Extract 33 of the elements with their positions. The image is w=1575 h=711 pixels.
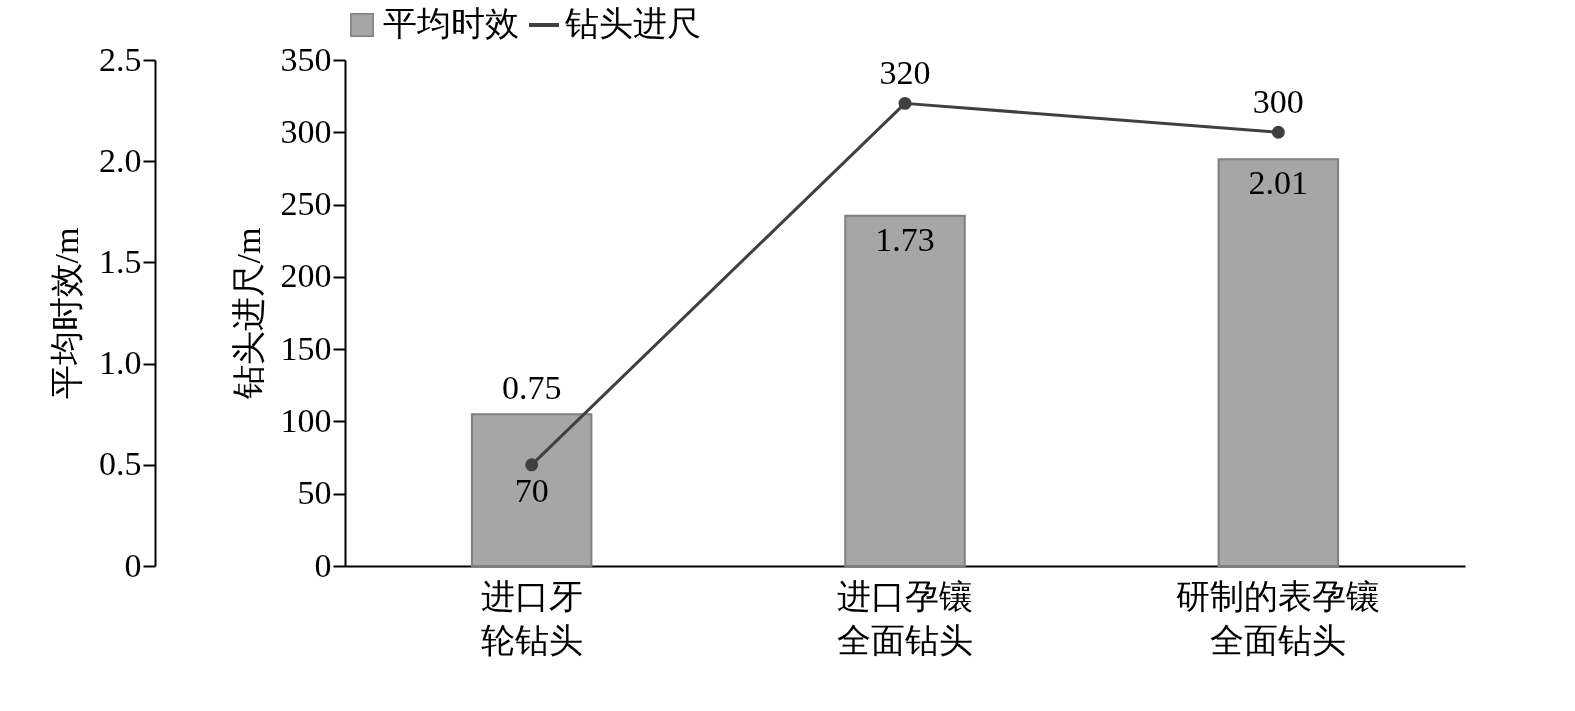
x-tick-label: 进口孕镶全面钻头 — [837, 577, 973, 659]
y-tick-label: 200 — [280, 257, 332, 295]
legend-label: 钻头进尺 — [564, 5, 701, 42]
point — [525, 458, 539, 472]
data-label: 70 — [514, 471, 549, 509]
y2-tick-label: 0.5 — [99, 445, 142, 483]
y-tick-label: 150 — [280, 329, 332, 367]
y2-tick-label: 2.0 — [99, 141, 142, 179]
legend-label: 平均时效 — [383, 5, 519, 42]
y2-tick-label: 1.5 — [99, 242, 142, 280]
y-tick-label: 50 — [297, 474, 332, 512]
y-tick-label: 100 — [280, 401, 332, 439]
data-label: 2.01 — [1248, 164, 1309, 202]
y2-tick-label: 2.5 — [99, 40, 142, 78]
y-tick-label: 0 — [314, 546, 332, 584]
bar — [470, 413, 593, 567]
data-label: 300 — [1252, 83, 1304, 121]
data-label: 0.75 — [501, 369, 562, 407]
y2-tick-label: 0 — [124, 546, 142, 584]
point — [898, 96, 912, 110]
data-label: 1.73 — [875, 220, 935, 258]
data-label: 320 — [879, 54, 931, 92]
bar — [844, 214, 966, 567]
x-tick-label: 研制的表孕镶全面钻头 — [1176, 577, 1381, 659]
x-tick-label: 进口牙轮钻头 — [480, 577, 583, 659]
y-tick-label: 250 — [280, 185, 332, 223]
y-tick-label: 350 — [280, 40, 332, 78]
y-axis-title: 钻头进尺/m — [229, 227, 267, 401]
bar — [1217, 158, 1340, 567]
y2-axis-title: 平均时效/m — [48, 227, 85, 400]
point — [1271, 125, 1285, 139]
y2-tick-label: 1.0 — [99, 344, 142, 382]
y-tick-label: 300 — [280, 112, 332, 150]
